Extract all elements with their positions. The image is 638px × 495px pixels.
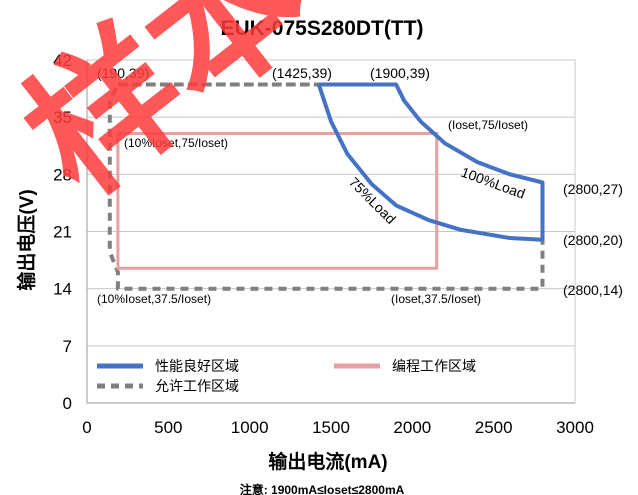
x-tick-label-3: 1500 <box>312 418 350 437</box>
annotation-190-39: (190,39) <box>97 65 149 81</box>
series-allowed-area <box>107 82 545 291</box>
x-tick-labels: 0 500 1000 1500 2000 2500 3000 <box>82 418 594 437</box>
x-tick-label-6: 3000 <box>556 418 594 437</box>
legend: 性能良好区域 编程工作区域 允许工作区域 <box>97 358 476 394</box>
annotation-2800-20: (2800,20) <box>563 232 623 248</box>
series-good-performance-area <box>316 82 545 242</box>
watermark: 样本 <box>0 0 339 228</box>
series-layer <box>107 82 545 291</box>
x-tick-label-4: 2000 <box>393 418 431 437</box>
x-axis-title: 输出电流(mA) <box>268 450 387 473</box>
y-tick-label-0: 0 <box>63 394 72 413</box>
y-tick-label-4: 28 <box>53 165 72 184</box>
series-programming-area <box>116 132 439 270</box>
legend-label-programming: 编程工作区域 <box>392 358 476 374</box>
annotation-10pct-ioset-37-5: (10%Ioset,37.5/Ioset) <box>97 292 211 306</box>
annotation-10pct-ioset-75: (10%Ioset,75/Ioset) <box>124 136 228 150</box>
y-tick-label-1: 7 <box>63 337 72 356</box>
x-tick-label-5: 2500 <box>475 418 513 437</box>
y-tick-label-6: 42 <box>53 51 72 70</box>
x-tick-label-2: 1000 <box>231 418 269 437</box>
annotation-2800-14: (2800,14) <box>563 282 623 298</box>
annotation-1425-39: (1425,39) <box>272 65 332 81</box>
footnote: 注意: 1900mA≤Ioset≤2800mA <box>240 482 405 495</box>
y-tick-label-5: 35 <box>53 108 72 127</box>
annotation-2800-27: (2800,27) <box>563 181 623 197</box>
annotation-1900-39: (1900,39) <box>370 65 430 81</box>
watermark-text: 样本 <box>0 0 339 228</box>
legend-label-allowed: 允许工作区域 <box>155 378 239 394</box>
y-tick-label-2: 14 <box>53 280 72 299</box>
chart-title: EUK-075S280DT(TT) <box>220 17 423 40</box>
x-tick-label-0: 0 <box>82 418 91 437</box>
annotation-ioset-75: (Ioset,75/Ioset) <box>448 118 528 132</box>
y-axis-title: 输出电压(V) <box>15 189 38 290</box>
y-tick-label-3: 21 <box>53 223 72 242</box>
legend-label-good: 性能良好区域 <box>155 358 239 374</box>
annotation-ioset-37-5: (Ioset,37.5/Ioset) <box>391 292 481 306</box>
y-tick-labels: 0 7 14 21 28 35 42 <box>53 51 72 413</box>
x-tick-label-1: 500 <box>154 418 182 437</box>
